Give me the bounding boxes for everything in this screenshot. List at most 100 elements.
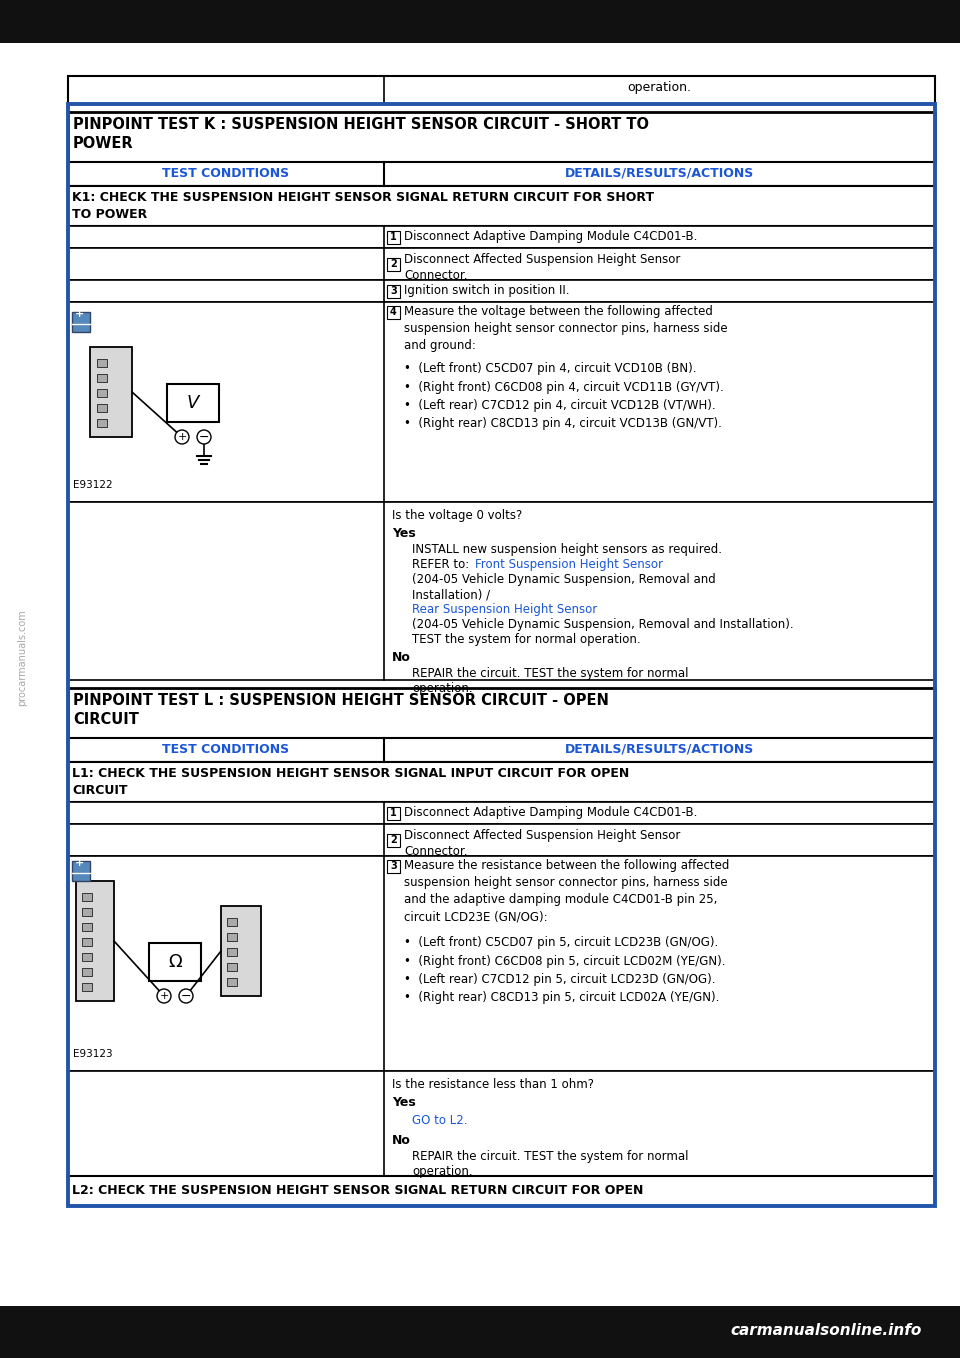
Text: GO to L2.: GO to L2. [412,1114,468,1127]
Bar [0,1306,960,1358]
Text: operation.: operation. [412,682,472,695]
Text: (204-05 Vehicle Dynamic Suspension, Removal and: (204-05 Vehicle Dynamic Suspension, Remo… [412,573,716,587]
Text: TO POWER: TO POWER [72,208,147,221]
Bar [68,76,935,105]
Text: Disconnect Affected Suspension Height Sensor
Connector.: Disconnect Affected Suspension Height Se… [404,253,681,282]
Text: 2: 2 [390,835,396,845]
Bar [68,856,935,1071]
Bar [82,909,92,917]
Text: DETAILS/RESULTS/ACTIONS: DETAILS/RESULTS/ACTIONS [564,743,755,756]
Bar [68,186,935,225]
Text: operation.: operation. [412,1165,472,1177]
Bar [68,162,935,186]
Bar [227,948,237,956]
Bar [97,388,107,397]
Bar [82,953,92,961]
Text: Measure the resistance between the following affected
suspension height sensor c: Measure the resistance between the follo… [404,860,730,923]
Circle shape [197,430,211,444]
Bar [68,280,935,301]
Text: REPAIR the circuit. TEST the system for normal: REPAIR the circuit. TEST the system for … [412,667,688,680]
Text: carmanualsonline.info: carmanualsonline.info [730,1323,922,1338]
Bar [387,258,400,270]
Bar [68,762,935,803]
Bar [97,403,107,411]
Bar [0,0,960,43]
Bar [82,983,92,991]
Text: +: + [159,991,169,1001]
Text: Is the voltage 0 volts?: Is the voltage 0 volts? [392,509,522,521]
Bar [68,824,935,856]
Text: TEST the system for normal operation.: TEST the system for normal operation. [412,633,640,646]
Text: Disconnect Affected Suspension Height Sensor
Connector.: Disconnect Affected Suspension Height Se… [404,828,681,858]
Text: E93122: E93122 [73,479,112,490]
Text: CIRCUIT: CIRCUIT [72,784,128,797]
Text: No: No [392,650,411,664]
Text: 3: 3 [390,287,396,296]
Bar [68,1176,935,1206]
Bar [72,312,90,331]
Text: 3: 3 [390,861,396,870]
Bar [387,860,400,872]
Bar [387,231,400,243]
Text: −: − [199,430,209,444]
Text: 1: 1 [390,808,396,818]
Bar [227,933,237,941]
Text: DETAILS/RESULTS/ACTIONS: DETAILS/RESULTS/ACTIONS [564,167,755,181]
Bar [387,834,400,846]
Text: TEST CONDITIONS: TEST CONDITIONS [162,167,290,181]
Bar [387,306,400,319]
Text: Ignition switch in position II.: Ignition switch in position II. [404,284,569,297]
Text: Rear Suspension Height Sensor: Rear Suspension Height Sensor [412,603,597,617]
Bar [387,284,400,297]
Bar [221,906,261,995]
Bar [68,225,935,249]
Text: No: No [392,1134,411,1148]
Text: •  (Left front) C5CD07 pin 5, circuit LCD23B (GN/OG).
•  (Right front) C6CD08 pi: • (Left front) C5CD07 pin 5, circuit LCD… [404,936,726,1005]
Text: operation.: operation. [628,81,691,94]
Text: Front Suspension Height Sensor: Front Suspension Height Sensor [475,558,663,570]
Bar [82,968,92,976]
Bar [387,807,400,819]
Circle shape [157,989,171,1004]
Bar [227,963,237,971]
Text: K1: CHECK THE SUSPENSION HEIGHT SENSOR SIGNAL RETURN CIRCUIT FOR SHORT: K1: CHECK THE SUSPENSION HEIGHT SENSOR S… [72,191,654,204]
Bar [68,737,935,762]
Text: procarmanuals.com: procarmanuals.com [17,610,27,706]
Bar [72,861,90,881]
Text: V: V [187,394,199,411]
Text: 1: 1 [390,232,396,242]
Text: 2: 2 [390,259,396,269]
Bar [97,420,107,426]
Circle shape [179,989,193,1004]
Bar [227,978,237,986]
Bar [82,923,92,932]
Bar [90,348,132,437]
Text: REPAIR the circuit. TEST the system for normal: REPAIR the circuit. TEST the system for … [412,1150,688,1162]
Text: E93123: E93123 [73,1048,112,1059]
Bar [68,105,935,1206]
Text: TEST CONDITIONS: TEST CONDITIONS [162,743,290,756]
Text: −: − [180,990,191,1002]
Text: PINPOINT TEST K : SUSPENSION HEIGHT SENSOR CIRCUIT - SHORT TO: PINPOINT TEST K : SUSPENSION HEIGHT SENS… [73,117,649,132]
Text: +: + [178,432,186,441]
Text: Installation) /: Installation) / [412,588,491,602]
Text: L2: CHECK THE SUSPENSION HEIGHT SENSOR SIGNAL RETURN CIRCUIT FOR OPEN: L2: CHECK THE SUSPENSION HEIGHT SENSOR S… [72,1184,643,1196]
Bar [68,249,935,280]
Bar [97,359,107,367]
Text: CIRCUIT: CIRCUIT [73,712,139,727]
Text: POWER: POWER [73,136,133,151]
Bar [149,942,201,980]
Bar [82,894,92,900]
Bar [227,918,237,926]
Text: REFER to:: REFER to: [412,558,473,570]
Bar [97,373,107,382]
Text: Yes: Yes [392,1096,416,1109]
Bar [76,881,114,1001]
Text: (204-05 Vehicle Dynamic Suspension, Removal and Installation).: (204-05 Vehicle Dynamic Suspension, Remo… [412,618,794,631]
Text: L1: CHECK THE SUSPENSION HEIGHT SENSOR SIGNAL INPUT CIRCUIT FOR OPEN: L1: CHECK THE SUSPENSION HEIGHT SENSOR S… [72,767,629,779]
Text: Ω: Ω [168,953,181,971]
Text: Yes: Yes [392,527,416,540]
Text: Disconnect Adaptive Damping Module C4CD01-B.: Disconnect Adaptive Damping Module C4CD0… [404,230,697,243]
Bar [68,502,935,680]
Bar [82,938,92,947]
